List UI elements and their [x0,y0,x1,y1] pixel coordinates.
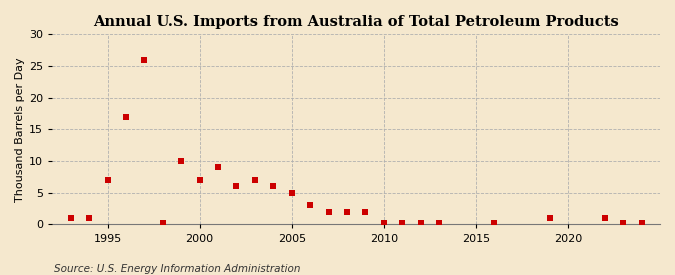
Point [397,220,408,225]
Point [360,210,371,214]
Point [250,178,261,182]
Point [433,220,444,225]
Point [121,114,132,119]
Point [323,210,334,214]
Point [286,191,297,195]
Text: Source: U.S. Energy Information Administration: Source: U.S. Energy Information Administ… [54,264,300,274]
Point [489,220,500,225]
Point [544,216,555,220]
Point [194,178,205,182]
Point [139,57,150,62]
Point [636,220,647,225]
Point [415,220,426,225]
Point [379,220,389,225]
Point [268,184,279,189]
Point [342,210,352,214]
Point [176,159,186,163]
Point [157,221,168,226]
Y-axis label: Thousand Barrels per Day: Thousand Barrels per Day [15,57,25,202]
Point [304,203,315,208]
Point [84,216,95,220]
Point [231,184,242,189]
Point [618,220,628,225]
Point [65,216,76,220]
Point [213,165,223,170]
Point [599,216,610,220]
Point [102,178,113,182]
Title: Annual U.S. Imports from Australia of Total Petroleum Products: Annual U.S. Imports from Australia of To… [93,15,619,29]
